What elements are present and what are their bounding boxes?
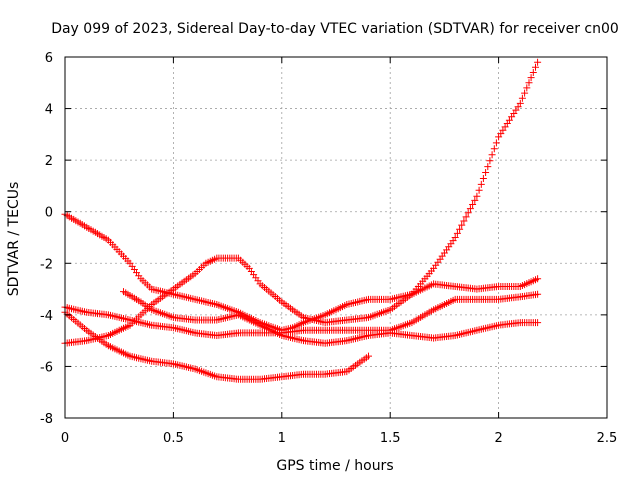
x-tick-label: 0 (61, 431, 69, 446)
series-markers (120, 288, 542, 347)
x-axis-label: GPS time / hours (276, 458, 393, 474)
y-tick-label: 4 (45, 103, 53, 118)
y-tick-label: 2 (45, 154, 53, 169)
grid-lines (65, 57, 607, 418)
y-axis-label: SDTVAR / TECUs (6, 182, 22, 297)
x-tick-label: 1.5 (380, 431, 401, 446)
series-layer (61, 58, 542, 383)
y-tick-label: -6 (40, 360, 53, 375)
x-tick-label: 2.5 (597, 431, 618, 446)
x-tick-label: 2 (494, 431, 502, 446)
y-tick-label: 0 (45, 206, 53, 221)
x-tick-label: 1 (278, 431, 286, 446)
y-tick-label: -2 (40, 257, 53, 272)
axis-ticks: 0 0.5 1 1.5 2 2.5 -8 -6 -4 -2 0 2 4 6 (40, 51, 617, 446)
plot-frame (64, 56, 608, 419)
series-trace-5 (120, 288, 542, 347)
y-tick-label: -8 (40, 412, 53, 427)
chart-title: Day 099 of 2023, Sidereal Day-to-day VTE… (51, 21, 619, 37)
series-markers (61, 58, 542, 347)
y-tick-label: 6 (45, 51, 53, 66)
y-tick-label: -4 (40, 309, 53, 324)
x-tick-label: 0.5 (163, 431, 184, 446)
series-trace-2 (61, 58, 542, 347)
